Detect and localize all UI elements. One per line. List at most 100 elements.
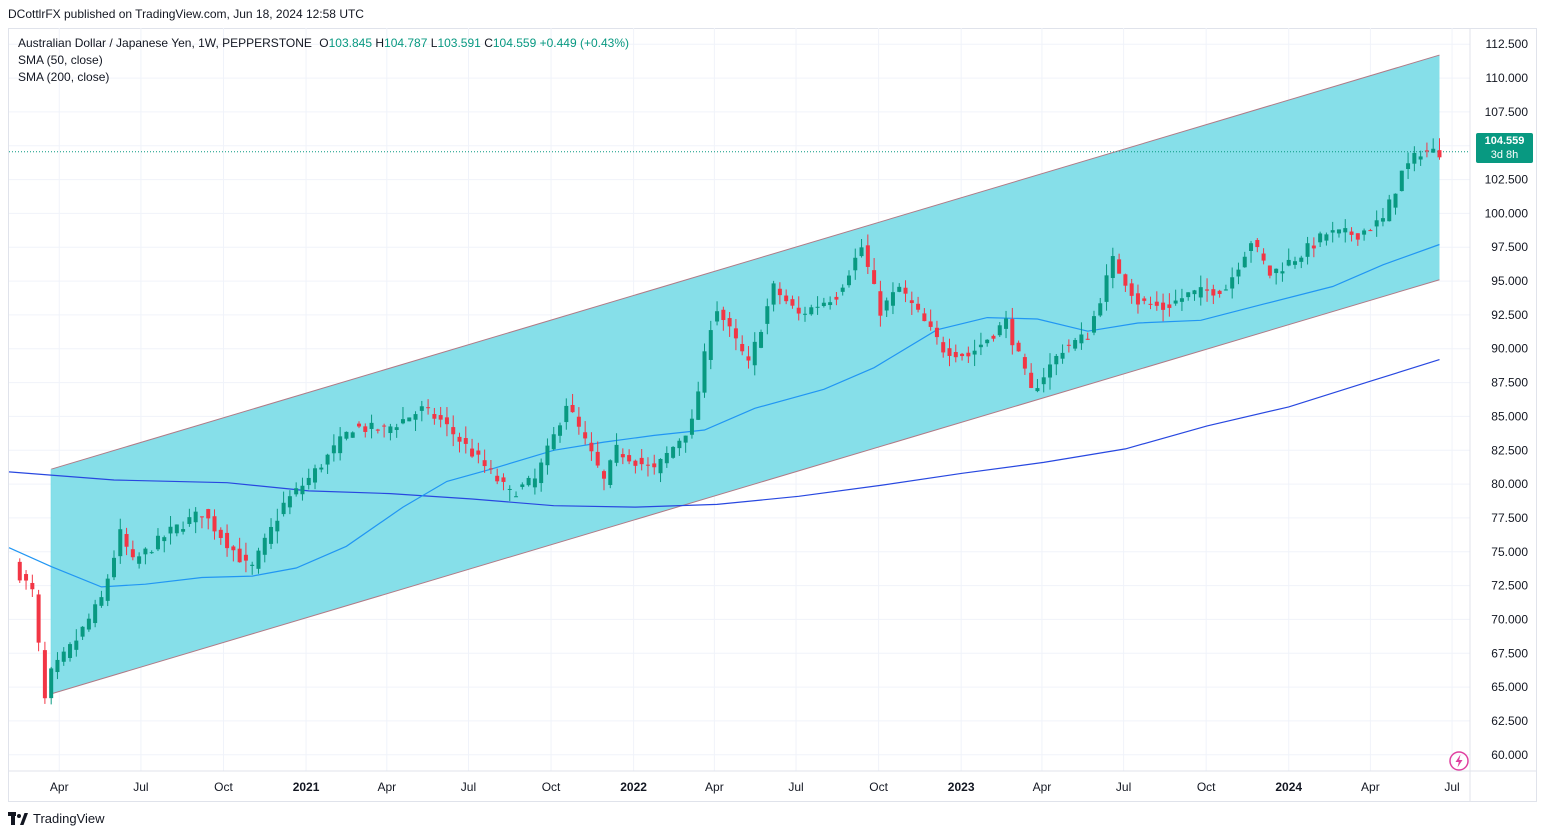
candle[interactable] <box>633 459 638 474</box>
candle[interactable] <box>828 296 833 310</box>
candle[interactable] <box>105 574 110 607</box>
candle[interactable] <box>501 473 506 491</box>
candle[interactable] <box>1186 292 1191 301</box>
candle[interactable] <box>1336 229 1341 238</box>
candle[interactable] <box>1437 138 1442 160</box>
candle[interactable] <box>840 284 845 296</box>
candle[interactable] <box>24 570 29 590</box>
candle[interactable] <box>947 338 952 367</box>
candle[interactable] <box>143 547 148 565</box>
candle[interactable] <box>1010 307 1015 355</box>
candle[interactable] <box>426 399 431 415</box>
candle[interactable] <box>627 449 632 465</box>
candle[interactable] <box>740 335 745 356</box>
candle[interactable] <box>759 329 764 349</box>
candle[interactable] <box>438 406 443 428</box>
candle[interactable] <box>1230 267 1235 299</box>
candle[interactable] <box>809 304 814 316</box>
candle[interactable] <box>1299 255 1304 269</box>
candle[interactable] <box>476 442 481 464</box>
candle[interactable] <box>444 407 449 437</box>
candle[interactable] <box>482 449 487 473</box>
candle[interactable] <box>1349 227 1354 242</box>
symbol-label[interactable]: Australian Dollar / Japanese Yen, 1W, PE… <box>18 36 312 50</box>
candle[interactable] <box>350 431 355 438</box>
candle[interactable] <box>1280 262 1285 282</box>
candle[interactable] <box>715 301 720 326</box>
candle[interactable] <box>1330 221 1335 243</box>
channel-fill[interactable] <box>51 55 1440 694</box>
candle[interactable] <box>558 422 563 443</box>
candle[interactable] <box>853 248 858 280</box>
candle[interactable] <box>972 339 977 367</box>
candle[interactable] <box>960 352 965 361</box>
candle[interactable] <box>539 458 544 492</box>
candle[interactable] <box>639 449 644 471</box>
candle[interactable] <box>1054 354 1059 376</box>
candle[interactable] <box>1004 310 1009 339</box>
candle[interactable] <box>1368 228 1373 232</box>
candle[interactable] <box>155 528 160 552</box>
candle[interactable] <box>1374 210 1379 237</box>
candle[interactable] <box>784 289 789 305</box>
candle[interactable] <box>890 282 895 315</box>
candle[interactable] <box>1173 289 1178 306</box>
candle[interactable] <box>1167 293 1172 317</box>
candle[interactable] <box>1217 289 1222 298</box>
candle[interactable] <box>1142 296 1147 305</box>
candle[interactable] <box>275 508 280 544</box>
candle[interactable] <box>564 398 569 430</box>
candle[interactable] <box>162 535 167 553</box>
candle[interactable] <box>1418 150 1423 166</box>
candle[interactable] <box>130 540 135 561</box>
candle[interactable] <box>495 468 500 485</box>
candle[interactable] <box>727 311 732 337</box>
candle[interactable] <box>199 516 204 529</box>
candle[interactable] <box>576 407 581 435</box>
candle[interactable] <box>1192 289 1197 301</box>
candle[interactable] <box>1079 322 1084 350</box>
candle[interactable] <box>451 415 456 447</box>
candle[interactable] <box>1123 273 1128 292</box>
candle[interactable] <box>1135 284 1140 314</box>
candle[interactable] <box>834 291 839 306</box>
candle[interactable] <box>1293 256 1298 269</box>
candle[interactable] <box>614 433 619 467</box>
candle[interactable] <box>149 550 154 554</box>
candle[interactable] <box>507 485 512 502</box>
candle[interactable] <box>645 457 650 477</box>
candle[interactable] <box>658 458 663 483</box>
candle[interactable] <box>319 464 324 473</box>
candle[interactable] <box>1399 170 1404 192</box>
candle[interactable] <box>193 507 198 534</box>
candle[interactable] <box>1242 251 1247 268</box>
chart-area[interactable] <box>8 28 1537 802</box>
candle[interactable] <box>1355 233 1360 246</box>
candle[interactable] <box>859 239 864 258</box>
candle[interactable] <box>1343 219 1348 243</box>
candle[interactable] <box>206 508 211 530</box>
candle[interactable] <box>1406 152 1411 179</box>
candle[interactable] <box>1305 236 1310 265</box>
candle[interactable] <box>225 524 230 557</box>
candle[interactable] <box>1148 296 1153 310</box>
candle[interactable] <box>601 469 606 491</box>
candle[interactable] <box>325 453 330 474</box>
candle[interactable] <box>941 336 946 358</box>
candle[interactable] <box>583 421 588 445</box>
candle[interactable] <box>545 438 550 475</box>
candle[interactable] <box>344 431 349 441</box>
candle[interactable] <box>570 393 575 413</box>
candle[interactable] <box>93 599 98 628</box>
candle[interactable] <box>532 468 537 495</box>
candle[interactable] <box>1249 240 1254 263</box>
candle[interactable] <box>997 321 1002 337</box>
candle[interactable] <box>733 319 738 351</box>
candle[interactable] <box>796 296 801 321</box>
candle[interactable] <box>1211 284 1216 305</box>
candle[interactable] <box>262 533 267 563</box>
candle[interactable] <box>664 446 669 468</box>
candle[interactable] <box>237 537 242 563</box>
candle[interactable] <box>356 421 361 429</box>
candle[interactable] <box>1085 332 1090 340</box>
